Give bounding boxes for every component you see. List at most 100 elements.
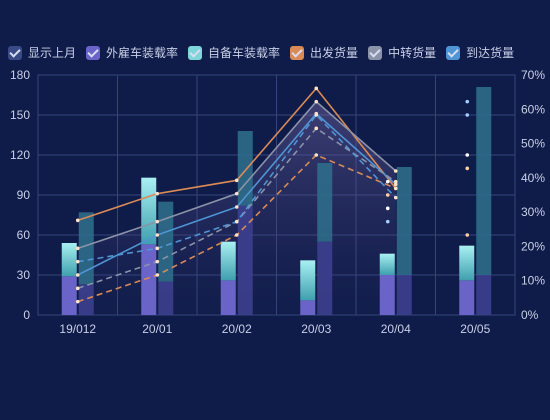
data-point — [385, 179, 390, 184]
checkbox-icon[interactable] — [368, 45, 383, 60]
bar-own — [220, 241, 236, 281]
checkbox-icon[interactable] — [188, 45, 203, 60]
legend-item[interactable]: 到达货量 — [446, 44, 514, 61]
bar-prior-own — [237, 131, 253, 206]
legend-label: 到达货量 — [466, 46, 515, 60]
bar-prior-outsourced — [237, 205, 253, 315]
data-point — [314, 99, 319, 104]
legend-item[interactable]: 自备车装载率 — [188, 44, 280, 61]
bar-own — [300, 260, 316, 301]
bar-prior-own — [476, 87, 492, 275]
legend-item[interactable]: 显示上月 — [8, 44, 76, 61]
legend-item[interactable]: 中转货量 — [368, 44, 436, 61]
x-tick-label: 20/05 — [460, 322, 490, 336]
data-point — [234, 219, 239, 224]
legend-label: 出发货量 — [310, 46, 359, 60]
y-left-tick-label: 60 — [17, 228, 31, 242]
bar-prior-outsourced — [396, 275, 412, 315]
bar-prior-own — [396, 167, 412, 275]
data-point — [393, 186, 398, 191]
checkbox-icon[interactable] — [446, 45, 461, 60]
y-left-tick-label: 120 — [10, 148, 30, 162]
bar-prior-outsourced — [158, 281, 174, 315]
data-point — [75, 246, 80, 251]
legend-item[interactable]: 出发货量 — [290, 44, 358, 61]
data-point — [385, 206, 390, 211]
data-point — [155, 273, 160, 277]
legend-label: 显示上月 — [28, 46, 77, 60]
data-point — [393, 179, 398, 184]
legend: 显示上月 外雇车装载率 自备车装载率 出发货量 中转货量 到达货量 — [8, 44, 524, 61]
data-point — [75, 259, 80, 264]
y-left-tick-label: 0 — [23, 308, 30, 322]
bar-outsourced — [220, 280, 236, 315]
data-point — [465, 99, 470, 104]
legend-item[interactable]: 外雇车装载率 — [86, 44, 178, 61]
bar-prior-own — [158, 201, 174, 282]
bar-outsourced — [459, 280, 475, 315]
legend-label: 中转货量 — [388, 46, 437, 60]
data-point — [155, 233, 160, 237]
data-point — [155, 219, 160, 224]
data-point — [314, 86, 319, 91]
data-point — [75, 286, 80, 291]
data-point — [465, 233, 470, 237]
data-point — [155, 246, 160, 251]
bar-own — [61, 243, 77, 277]
bar-own — [459, 245, 475, 281]
bar-outsourced — [141, 244, 157, 315]
y-left-tick-label: 150 — [10, 108, 30, 122]
bar-prior-own — [78, 212, 94, 285]
y-left-tick-label: 90 — [17, 188, 31, 202]
checkbox-icon[interactable] — [86, 45, 101, 60]
bar-outsourced — [300, 300, 316, 315]
y-right-tick-label: 60% — [521, 102, 545, 116]
x-tick-label: 20/04 — [381, 322, 411, 336]
data-point — [465, 153, 470, 157]
checkbox-icon[interactable] — [290, 45, 305, 60]
data-point — [465, 113, 470, 117]
data-point — [465, 166, 470, 171]
y-right-tick-label: 20% — [521, 239, 545, 253]
bar-own — [379, 253, 395, 275]
data-point — [155, 259, 160, 264]
y-right-tick-label: 50% — [521, 137, 545, 151]
data-point — [314, 113, 319, 117]
y-right-tick-label: 0% — [521, 308, 539, 322]
data-point — [385, 219, 390, 224]
x-tick-label: 20/03 — [301, 322, 331, 336]
data-point — [155, 191, 160, 196]
data-point — [393, 182, 398, 187]
y-right-tick-label: 40% — [521, 171, 545, 185]
data-point — [314, 153, 319, 157]
bar-prior-outsourced — [476, 275, 492, 315]
data-point — [75, 218, 80, 223]
data-point — [234, 178, 239, 183]
y-right-tick-label: 70% — [521, 68, 545, 82]
x-tick-label: 20/01 — [142, 322, 172, 336]
y-right-tick-label: 10% — [521, 274, 545, 288]
y-right-tick-label: 30% — [521, 205, 545, 219]
data-point — [75, 299, 80, 304]
legend-label: 自备车装载率 — [208, 46, 281, 60]
legend-label: 外雇车装载率 — [106, 46, 179, 60]
bar-prior-outsourced — [317, 241, 333, 315]
x-tick-label: 19/012 — [59, 322, 96, 336]
y-left-tick-label: 180 — [10, 68, 30, 82]
data-point — [393, 195, 398, 200]
data-point — [75, 273, 80, 277]
data-point — [385, 193, 390, 197]
bar-outsourced — [61, 276, 77, 315]
bar-prior-own — [317, 163, 333, 242]
y-left-tick-label: 30 — [17, 268, 31, 282]
data-point — [314, 126, 319, 131]
x-tick-label: 20/02 — [222, 322, 252, 336]
data-point — [393, 169, 398, 173]
data-point — [234, 205, 239, 209]
checkbox-icon[interactable] — [8, 45, 22, 60]
data-point — [234, 191, 239, 196]
bar-outsourced — [379, 275, 395, 315]
data-point — [234, 233, 239, 237]
